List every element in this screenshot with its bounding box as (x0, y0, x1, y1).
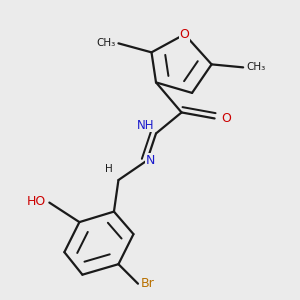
Text: O: O (180, 28, 190, 41)
Text: Br: Br (141, 277, 155, 290)
Text: H: H (105, 164, 112, 174)
Text: HO: HO (27, 195, 46, 208)
Text: CH₃: CH₃ (246, 62, 266, 72)
Text: N: N (145, 154, 155, 167)
Text: CH₃: CH₃ (96, 38, 116, 48)
Text: O: O (222, 112, 232, 125)
Text: NH: NH (137, 119, 154, 132)
